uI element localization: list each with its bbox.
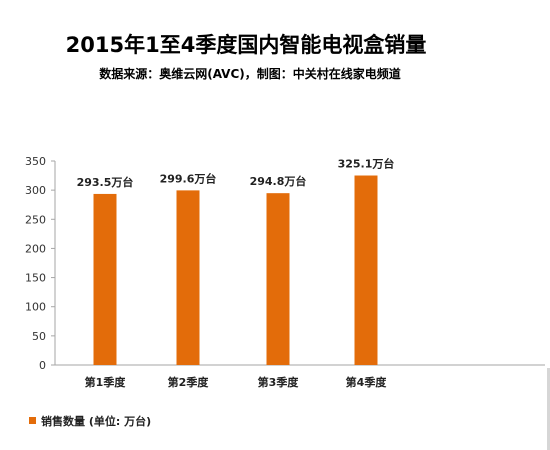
legend: 销售数量 (单位: 万台) bbox=[29, 414, 151, 428]
chart-subtitle: 数据来源：奥维云网(AVC)，制图：中关村在线家电频道 bbox=[99, 66, 401, 81]
data-labels: 293.5万台 299.6万台 294.8万台 325.1万台 bbox=[77, 157, 395, 189]
data-label: 293.5万台 bbox=[77, 175, 134, 189]
y-tick-label: 200 bbox=[25, 242, 46, 255]
legend-swatch bbox=[29, 417, 36, 424]
y-tick-label: 300 bbox=[25, 184, 46, 197]
bar bbox=[266, 193, 290, 365]
y-tick-label: 0 bbox=[39, 359, 46, 372]
y-tick-label: 250 bbox=[25, 213, 46, 226]
bar bbox=[93, 193, 117, 365]
x-tick-label: 第4季度 bbox=[346, 375, 388, 389]
y-tick-label: 50 bbox=[32, 330, 46, 343]
data-label: 294.8万台 bbox=[250, 174, 307, 188]
legend-label: 销售数量 (单位: 万台) bbox=[41, 414, 151, 428]
y-axis: 0 50 100 150 200 250 300 350 bbox=[25, 155, 56, 372]
x-tick-label: 第2季度 bbox=[168, 375, 210, 389]
data-label: 299.6万台 bbox=[160, 171, 217, 185]
y-tick-label: 150 bbox=[25, 272, 46, 285]
chart-title: 2015年1至4季度国内智能电视盒销量 bbox=[66, 33, 427, 57]
bar bbox=[354, 175, 378, 365]
data-label: 325.1万台 bbox=[338, 157, 395, 171]
bar bbox=[176, 190, 200, 365]
y-tick-label: 350 bbox=[25, 155, 46, 168]
frame-edge bbox=[547, 368, 550, 450]
x-tick-label: 第3季度 bbox=[258, 375, 300, 389]
x-tick-label: 第1季度 bbox=[85, 375, 127, 389]
x-axis: 第1季度 第2季度 第3季度 第4季度 bbox=[55, 364, 545, 389]
y-tick-label: 100 bbox=[25, 301, 46, 314]
bar-series bbox=[93, 175, 378, 365]
